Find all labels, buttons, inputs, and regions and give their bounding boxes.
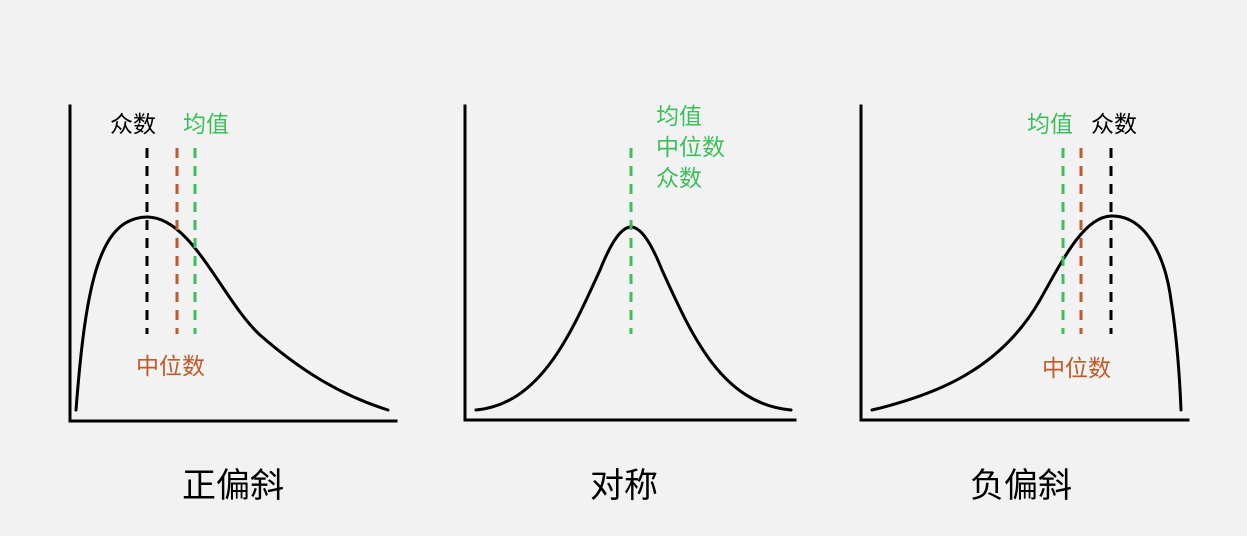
panel-positive-skew: 众数 均值 中位数 正偏斜 <box>68 104 398 506</box>
mean-label: 均值 <box>183 112 229 138</box>
panel-symmetric: 均值 中位数 众数 对称 <box>463 104 797 506</box>
axes <box>859 104 1190 422</box>
panel-negative-skew: 均值 众数 中位数 负偏斜 <box>859 104 1190 506</box>
mean-label: 均值 <box>1027 112 1073 138</box>
mode-label: 众数 <box>656 166 702 192</box>
mean-label: 均值 <box>656 104 702 130</box>
median-label: 中位数 <box>136 354 205 380</box>
panel-caption: 正偏斜 <box>182 466 284 506</box>
axes <box>68 104 398 423</box>
mode-label: 众数 <box>110 112 156 138</box>
panel-caption: 负偏斜 <box>970 466 1072 506</box>
mode-label: 众数 <box>1091 112 1137 138</box>
distribution-curve <box>870 214 1183 412</box>
distribution-curve <box>474 225 793 412</box>
distribution-curve <box>74 215 390 412</box>
axes <box>463 104 797 422</box>
median-label: 中位数 <box>1042 356 1111 382</box>
median-label: 中位数 <box>656 135 725 161</box>
panel-caption: 对称 <box>590 466 658 506</box>
